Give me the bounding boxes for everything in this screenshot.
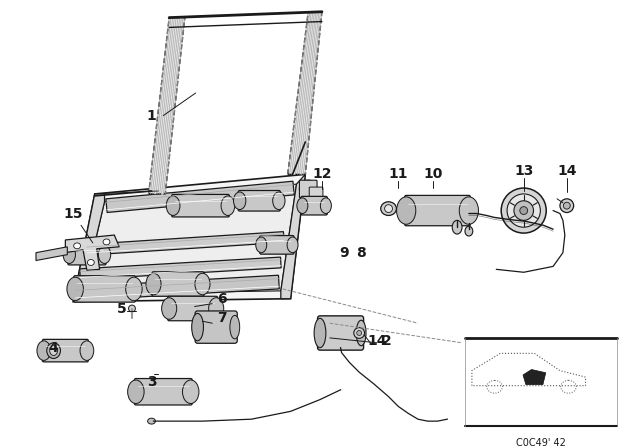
Ellipse shape: [162, 298, 177, 319]
Ellipse shape: [514, 201, 534, 220]
Polygon shape: [83, 184, 296, 294]
Polygon shape: [36, 247, 67, 261]
FancyBboxPatch shape: [260, 236, 294, 254]
Ellipse shape: [209, 298, 224, 319]
Text: 14: 14: [557, 164, 577, 178]
Ellipse shape: [234, 192, 246, 210]
Ellipse shape: [397, 197, 416, 224]
Ellipse shape: [314, 319, 326, 348]
Polygon shape: [287, 12, 322, 174]
Ellipse shape: [354, 327, 365, 338]
Ellipse shape: [88, 259, 94, 265]
Ellipse shape: [520, 207, 527, 215]
Text: 2: 2: [381, 334, 392, 348]
FancyBboxPatch shape: [317, 316, 364, 350]
Ellipse shape: [501, 188, 547, 233]
Text: 1: 1: [147, 108, 156, 123]
Polygon shape: [86, 232, 284, 255]
Ellipse shape: [321, 198, 332, 214]
Text: 4: 4: [49, 340, 58, 355]
Ellipse shape: [300, 180, 317, 198]
Ellipse shape: [297, 198, 308, 214]
Text: 13: 13: [514, 164, 533, 178]
Ellipse shape: [356, 320, 366, 346]
FancyBboxPatch shape: [42, 340, 88, 362]
Polygon shape: [73, 174, 305, 302]
Ellipse shape: [80, 341, 93, 361]
Ellipse shape: [256, 237, 267, 253]
Ellipse shape: [303, 184, 313, 194]
Ellipse shape: [221, 196, 235, 215]
Ellipse shape: [146, 273, 161, 295]
Ellipse shape: [103, 239, 110, 245]
FancyBboxPatch shape: [152, 272, 204, 296]
Text: 14: 14: [367, 334, 387, 348]
Polygon shape: [148, 17, 185, 194]
Ellipse shape: [230, 315, 240, 339]
Ellipse shape: [63, 246, 76, 263]
Ellipse shape: [192, 314, 204, 341]
Ellipse shape: [507, 194, 540, 227]
Ellipse shape: [385, 205, 392, 212]
Polygon shape: [281, 174, 305, 299]
Text: 15: 15: [63, 207, 83, 220]
Ellipse shape: [127, 380, 144, 404]
Text: 10: 10: [423, 168, 442, 181]
FancyBboxPatch shape: [238, 190, 280, 211]
Ellipse shape: [125, 277, 142, 301]
FancyBboxPatch shape: [168, 296, 218, 321]
Ellipse shape: [287, 237, 298, 253]
Ellipse shape: [129, 305, 136, 312]
Ellipse shape: [273, 192, 285, 210]
Text: 8: 8: [356, 246, 366, 260]
Ellipse shape: [74, 243, 81, 249]
Text: 7: 7: [217, 311, 227, 325]
Ellipse shape: [560, 199, 573, 212]
Text: 11: 11: [388, 168, 408, 181]
Ellipse shape: [166, 196, 180, 215]
Polygon shape: [65, 235, 119, 270]
Ellipse shape: [67, 277, 83, 301]
Ellipse shape: [195, 273, 210, 295]
Text: 9: 9: [340, 246, 349, 260]
FancyBboxPatch shape: [68, 244, 106, 265]
FancyBboxPatch shape: [134, 379, 192, 405]
FancyBboxPatch shape: [404, 195, 470, 226]
Polygon shape: [523, 370, 546, 385]
Ellipse shape: [356, 331, 362, 336]
Ellipse shape: [460, 197, 479, 224]
FancyBboxPatch shape: [301, 196, 327, 215]
Polygon shape: [73, 194, 104, 302]
Text: C0C49' 42: C0C49' 42: [516, 438, 566, 448]
Ellipse shape: [182, 380, 199, 404]
Polygon shape: [80, 257, 281, 280]
Text: 3: 3: [147, 375, 156, 389]
Ellipse shape: [452, 220, 462, 234]
Ellipse shape: [50, 346, 58, 356]
Ellipse shape: [465, 226, 473, 236]
Polygon shape: [75, 275, 279, 301]
Ellipse shape: [47, 343, 60, 358]
FancyBboxPatch shape: [172, 194, 229, 217]
FancyBboxPatch shape: [309, 187, 323, 199]
Polygon shape: [106, 181, 294, 212]
Text: 5: 5: [117, 302, 127, 315]
Ellipse shape: [148, 418, 156, 424]
Ellipse shape: [99, 246, 111, 263]
Text: 6: 6: [217, 292, 227, 306]
Text: 12: 12: [312, 168, 332, 181]
FancyBboxPatch shape: [195, 311, 237, 343]
Ellipse shape: [37, 341, 51, 361]
FancyBboxPatch shape: [300, 180, 317, 198]
FancyBboxPatch shape: [74, 276, 136, 302]
Ellipse shape: [381, 202, 396, 215]
Ellipse shape: [563, 202, 570, 209]
